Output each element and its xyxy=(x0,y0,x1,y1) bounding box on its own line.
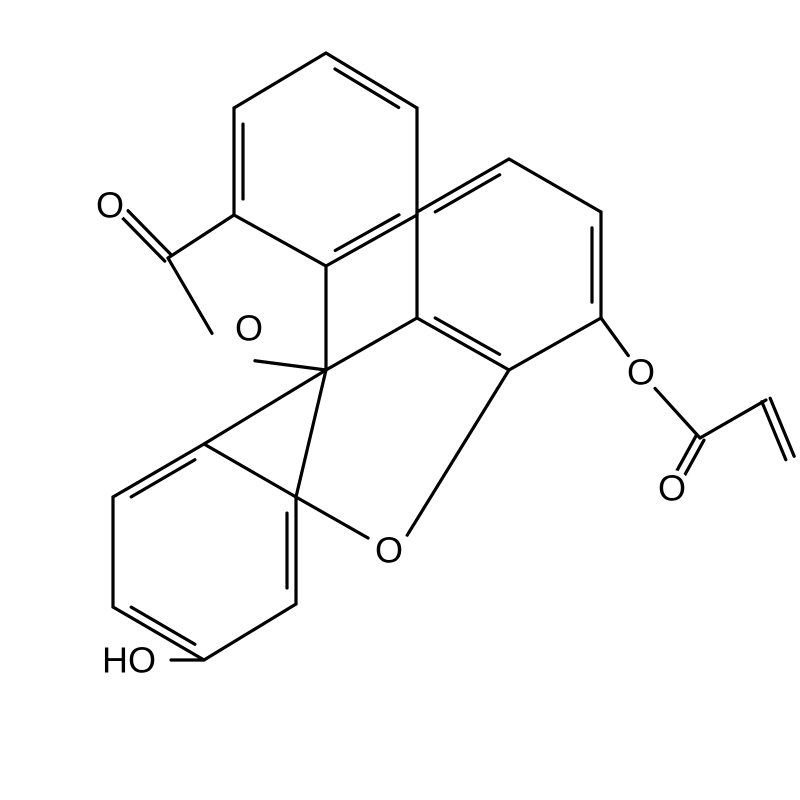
molecule-diagram: OOOOHOHOOOOOOO xyxy=(0,0,800,800)
svg-text:O: O xyxy=(235,308,263,349)
svg-text:O: O xyxy=(627,352,655,393)
svg-text:O: O xyxy=(96,185,124,226)
svg-text:O: O xyxy=(375,530,403,571)
svg-text:HO: HO xyxy=(102,640,156,681)
svg-text:O: O xyxy=(658,468,686,509)
